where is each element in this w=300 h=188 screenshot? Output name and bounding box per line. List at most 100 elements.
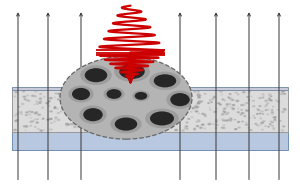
Ellipse shape xyxy=(248,127,249,128)
Ellipse shape xyxy=(95,102,97,103)
Ellipse shape xyxy=(196,126,199,127)
Ellipse shape xyxy=(55,117,57,118)
Ellipse shape xyxy=(142,105,144,107)
Ellipse shape xyxy=(74,126,76,127)
Ellipse shape xyxy=(16,120,18,121)
Ellipse shape xyxy=(134,117,136,118)
Ellipse shape xyxy=(244,116,246,117)
Ellipse shape xyxy=(232,109,235,110)
Ellipse shape xyxy=(282,111,284,112)
Ellipse shape xyxy=(23,91,25,92)
Ellipse shape xyxy=(198,91,199,92)
Ellipse shape xyxy=(152,112,153,113)
Ellipse shape xyxy=(199,95,201,96)
Ellipse shape xyxy=(78,116,80,117)
Ellipse shape xyxy=(166,90,194,109)
Ellipse shape xyxy=(215,121,217,122)
Ellipse shape xyxy=(124,105,127,106)
Ellipse shape xyxy=(117,122,120,123)
Ellipse shape xyxy=(30,125,31,126)
Ellipse shape xyxy=(221,127,223,128)
Ellipse shape xyxy=(50,129,52,130)
Ellipse shape xyxy=(243,113,244,114)
Ellipse shape xyxy=(249,91,250,92)
Ellipse shape xyxy=(154,105,156,106)
Polygon shape xyxy=(12,90,288,132)
Ellipse shape xyxy=(34,96,36,97)
Ellipse shape xyxy=(245,122,247,123)
Ellipse shape xyxy=(39,98,41,99)
Ellipse shape xyxy=(197,95,200,96)
Ellipse shape xyxy=(226,120,228,121)
Ellipse shape xyxy=(35,112,38,113)
Ellipse shape xyxy=(109,124,111,125)
Ellipse shape xyxy=(66,124,68,125)
Ellipse shape xyxy=(85,110,86,111)
Ellipse shape xyxy=(251,96,252,97)
Ellipse shape xyxy=(229,98,230,99)
Ellipse shape xyxy=(284,109,286,110)
Ellipse shape xyxy=(131,115,133,116)
Ellipse shape xyxy=(82,127,85,128)
Ellipse shape xyxy=(108,107,109,108)
Ellipse shape xyxy=(102,108,105,109)
Ellipse shape xyxy=(154,126,156,127)
Ellipse shape xyxy=(127,125,129,126)
Ellipse shape xyxy=(272,113,273,114)
Ellipse shape xyxy=(242,121,243,122)
Ellipse shape xyxy=(190,101,192,102)
Ellipse shape xyxy=(156,128,158,129)
Ellipse shape xyxy=(268,98,270,99)
Ellipse shape xyxy=(198,121,200,122)
Ellipse shape xyxy=(226,104,228,105)
Ellipse shape xyxy=(32,121,34,122)
Ellipse shape xyxy=(159,114,160,115)
Ellipse shape xyxy=(222,113,224,114)
Ellipse shape xyxy=(50,118,52,120)
Ellipse shape xyxy=(176,104,178,105)
Ellipse shape xyxy=(187,101,189,102)
Ellipse shape xyxy=(94,92,96,93)
Ellipse shape xyxy=(145,108,179,128)
Ellipse shape xyxy=(128,118,130,119)
Ellipse shape xyxy=(183,103,186,104)
Ellipse shape xyxy=(238,121,240,122)
Ellipse shape xyxy=(161,116,163,117)
Ellipse shape xyxy=(272,122,273,123)
Ellipse shape xyxy=(158,91,160,92)
Ellipse shape xyxy=(97,127,99,128)
Ellipse shape xyxy=(72,88,90,100)
Ellipse shape xyxy=(223,120,225,121)
Ellipse shape xyxy=(199,101,201,102)
Ellipse shape xyxy=(204,114,206,115)
Ellipse shape xyxy=(69,105,71,106)
Ellipse shape xyxy=(101,97,103,98)
Ellipse shape xyxy=(278,101,280,102)
Ellipse shape xyxy=(141,105,144,106)
Ellipse shape xyxy=(104,119,107,120)
Ellipse shape xyxy=(224,108,226,109)
Ellipse shape xyxy=(96,102,98,103)
Ellipse shape xyxy=(160,101,161,102)
Ellipse shape xyxy=(79,105,107,124)
Ellipse shape xyxy=(198,103,200,104)
Ellipse shape xyxy=(82,92,84,93)
Ellipse shape xyxy=(182,105,184,106)
Ellipse shape xyxy=(257,109,259,110)
Ellipse shape xyxy=(27,95,28,96)
Ellipse shape xyxy=(171,116,173,117)
Ellipse shape xyxy=(172,117,175,118)
Ellipse shape xyxy=(197,93,200,95)
Ellipse shape xyxy=(149,105,152,106)
Ellipse shape xyxy=(85,105,86,106)
Ellipse shape xyxy=(231,99,234,100)
Ellipse shape xyxy=(172,104,175,105)
Ellipse shape xyxy=(40,101,41,102)
Ellipse shape xyxy=(243,92,245,93)
Ellipse shape xyxy=(186,109,188,110)
Ellipse shape xyxy=(204,116,206,117)
Ellipse shape xyxy=(282,91,284,92)
Ellipse shape xyxy=(216,124,218,125)
Ellipse shape xyxy=(149,128,150,129)
Ellipse shape xyxy=(34,104,35,105)
